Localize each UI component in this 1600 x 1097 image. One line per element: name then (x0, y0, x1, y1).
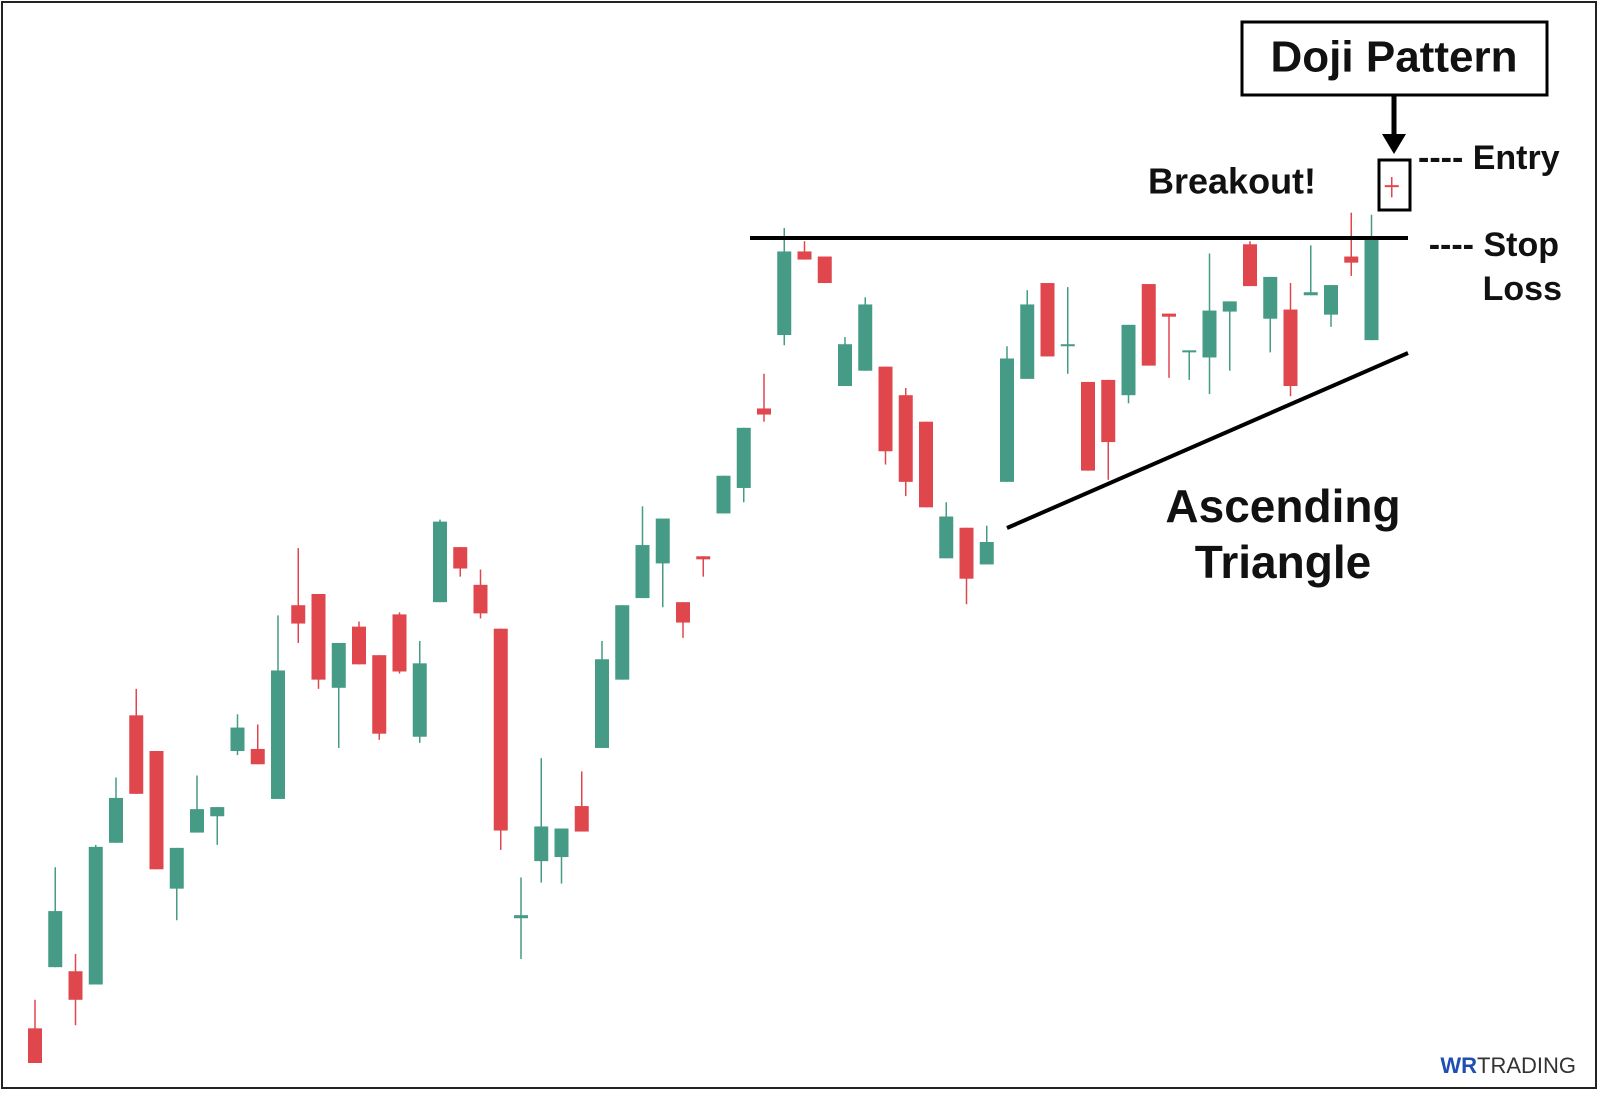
candle-body (311, 594, 326, 680)
candle-body (1141, 284, 1156, 366)
candle-body (1060, 344, 1075, 347)
candle-body (88, 846, 103, 985)
candle-body (716, 475, 731, 514)
candle-body (493, 628, 508, 831)
candle-body (291, 605, 306, 624)
pattern-box (1240, 20, 1549, 97)
candle-body (574, 806, 589, 832)
candle-body (919, 421, 933, 508)
candle-body (1162, 313, 1176, 317)
candle-body (1020, 304, 1035, 379)
candle-body (1121, 324, 1136, 396)
candle-body (109, 797, 123, 843)
support-line (1006, 351, 1409, 530)
logo-mark: WR (1440, 1053, 1477, 1078)
candle-body (979, 542, 994, 565)
candle-body (352, 626, 366, 665)
entry-label: ---- Entry (1418, 139, 1560, 177)
candle-body (149, 751, 164, 870)
doji-box (1377, 158, 1412, 212)
candle-body (878, 366, 893, 452)
candle-body (372, 655, 387, 734)
candle-body (939, 516, 954, 559)
candle-body (757, 408, 771, 415)
candle-body (433, 521, 447, 603)
triangle-label: Triangle (1195, 536, 1371, 588)
candle-body (1222, 301, 1237, 312)
pattern-label: Doji Pattern (1271, 33, 1518, 82)
stop-label: ---- Stop (1429, 226, 1559, 264)
candle-body (169, 847, 184, 889)
candle-body (676, 602, 690, 623)
breakout-label: Breakout! (1148, 161, 1316, 202)
candle-body (1283, 309, 1298, 387)
candle-body (959, 527, 974, 579)
candle-body (1384, 185, 1399, 188)
candle-body (898, 395, 913, 482)
triangle-label: Ascending (1165, 480, 1400, 532)
candle-body (554, 828, 569, 858)
candle-body (534, 826, 549, 862)
candle-body (595, 659, 609, 748)
loss-label: Loss (1483, 270, 1562, 308)
logo-text: TRADING (1477, 1053, 1576, 1078)
candle-body (210, 807, 225, 817)
candle-body (736, 427, 751, 488)
candle-body (271, 670, 285, 799)
candle-body (68, 971, 83, 1000)
candle-body (1364, 237, 1379, 341)
candle-body (1182, 350, 1197, 353)
arrow-head (1382, 134, 1406, 154)
candle-body (1303, 292, 1318, 296)
candle-body (412, 663, 427, 737)
candle-body (129, 715, 144, 794)
candle-body (635, 545, 650, 599)
candle-body (858, 304, 873, 371)
candle-body (28, 1028, 42, 1063)
candle-body (230, 727, 245, 752)
candle-body (777, 251, 792, 336)
candle-body (331, 642, 346, 688)
candle-body (473, 584, 488, 614)
candle-body (1202, 310, 1217, 358)
candle-body (1081, 381, 1095, 471)
candle-body (615, 605, 630, 680)
candle-body (48, 911, 63, 968)
candle-body (838, 344, 852, 387)
candle-body (190, 809, 204, 833)
candle-body (514, 915, 528, 919)
candle-body (1101, 379, 1116, 443)
candle-body (453, 547, 468, 569)
candles (28, 177, 1399, 1063)
candle-body (1040, 283, 1055, 357)
candle-body (696, 556, 711, 560)
candle-body (817, 256, 832, 284)
candle-body (1344, 256, 1359, 263)
candle-body (1243, 244, 1257, 287)
candle-body (250, 748, 265, 765)
candle-body (1263, 276, 1278, 319)
candle-body (797, 251, 812, 260)
candle-body (392, 614, 407, 672)
logo: WRTRADING (1440, 1053, 1576, 1078)
candle-body (655, 518, 670, 564)
candle-body (1324, 285, 1338, 315)
candle-body (1000, 358, 1014, 482)
